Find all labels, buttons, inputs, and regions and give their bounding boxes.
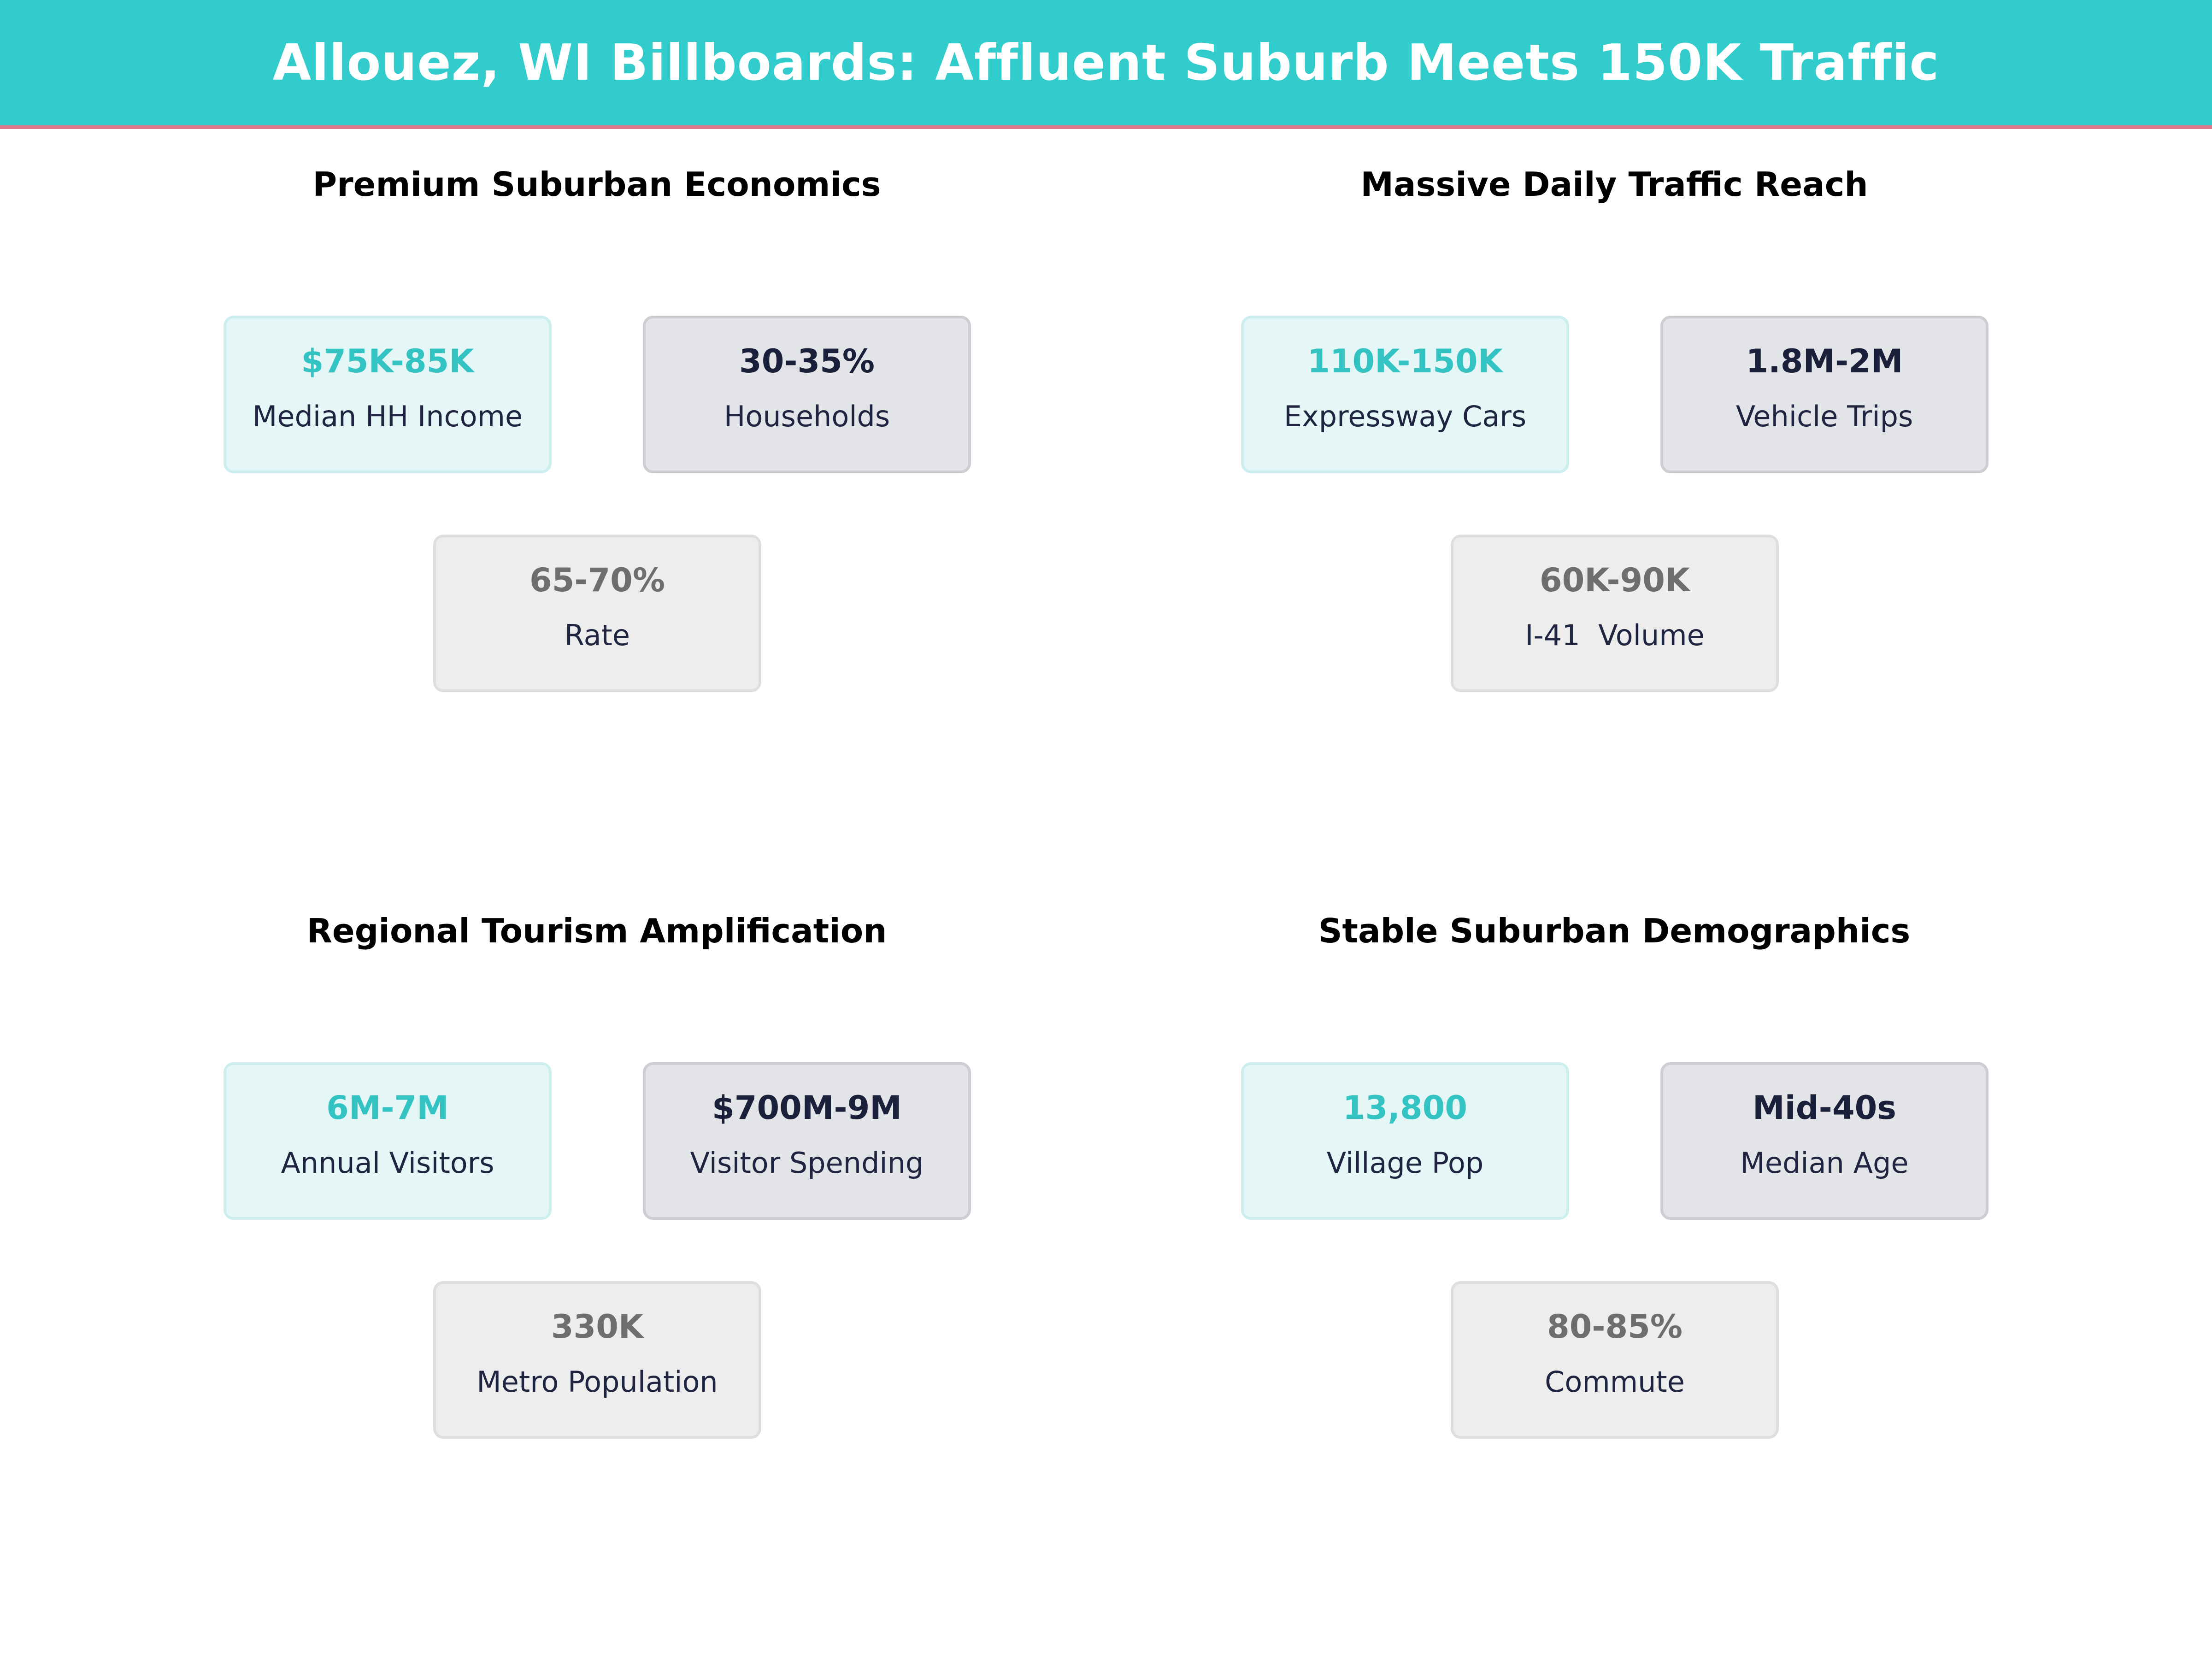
stat-card-vehicle-trips: 1.8M-2M Vehicle Trips <box>1660 316 1988 473</box>
stat-card-i41-volume: 60K-90K I-41 Volume <box>1451 535 1779 692</box>
stat-value: Mid-40s <box>1753 1089 1896 1127</box>
stat-label: Median Age <box>1740 1146 1909 1180</box>
stat-label: Median HH Income <box>252 400 523 433</box>
stat-label: I-41 Volume <box>1525 618 1705 652</box>
stat-value: 1.8M-2M <box>1746 342 1903 380</box>
stat-card-annual-visitors: 6M-7M Annual Visitors <box>224 1062 552 1220</box>
title-banner: Allouez, WI Billboards: Affluent Suburb … <box>0 0 2212 129</box>
stat-label: Metro Population <box>477 1365 718 1399</box>
stat-label: Village Pop <box>1326 1146 1484 1180</box>
stat-value: $75K-85K <box>301 342 474 380</box>
stat-value: 330K <box>551 1308 644 1346</box>
stat-card-village-pop: 13,800 Village Pop <box>1241 1062 1569 1220</box>
stat-card-median-age: Mid-40s Median Age <box>1660 1062 1988 1220</box>
stat-card-median-income: $75K-85K Median HH Income <box>224 316 552 473</box>
stat-card-metro-population: 330K Metro Population <box>433 1281 761 1439</box>
stat-card-rate: 65-70% Rate <box>433 535 761 692</box>
stat-value: 30-35% <box>739 342 875 380</box>
stat-card-expressway-cars: 110K-150K Expressway Cars <box>1241 316 1569 473</box>
stat-card-households: 30-35% Households <box>643 316 971 473</box>
stat-value: 60K-90K <box>1539 561 1690 599</box>
stat-label: Rate <box>564 618 630 652</box>
section-title: Stable Suburban Demographics <box>1318 912 1911 950</box>
stat-card-visitor-spending: $700M-9M Visitor Spending <box>643 1062 971 1220</box>
stat-label: Vehicle Trips <box>1735 400 1913 433</box>
stat-card-commute: 80-85% Commute <box>1451 1281 1779 1439</box>
stat-value: 80-85% <box>1547 1308 1683 1346</box>
page-title: Allouez, WI Billboards: Affluent Suburb … <box>272 34 1940 92</box>
stat-label: Expressway Cars <box>1283 400 1527 433</box>
stat-label: Households <box>724 400 890 433</box>
section-suburban-demographics: Stable Suburban Demographics 13,800 Vill… <box>1200 903 2029 1502</box>
section-tourism-amplification: Regional Tourism Amplification 6M-7M Ann… <box>182 903 1012 1502</box>
section-title: Massive Daily Traffic Reach <box>1360 165 1868 204</box>
section-suburban-economics: Premium Suburban Economics $75K-85K Medi… <box>182 157 1012 756</box>
section-title: Premium Suburban Economics <box>312 165 881 204</box>
stat-value: 6M-7M <box>326 1089 449 1127</box>
section-traffic-reach: Massive Daily Traffic Reach 110K-150K Ex… <box>1200 157 2029 756</box>
stat-value: 65-70% <box>529 561 665 599</box>
stat-label: Commute <box>1545 1365 1685 1399</box>
stat-value: 110K-150K <box>1307 342 1503 380</box>
stat-value: 13,800 <box>1342 1089 1468 1127</box>
stat-value: $700M-9M <box>712 1089 902 1127</box>
stat-label: Visitor Spending <box>690 1146 924 1180</box>
section-title: Regional Tourism Amplification <box>306 912 887 950</box>
stat-label: Annual Visitors <box>281 1146 494 1180</box>
